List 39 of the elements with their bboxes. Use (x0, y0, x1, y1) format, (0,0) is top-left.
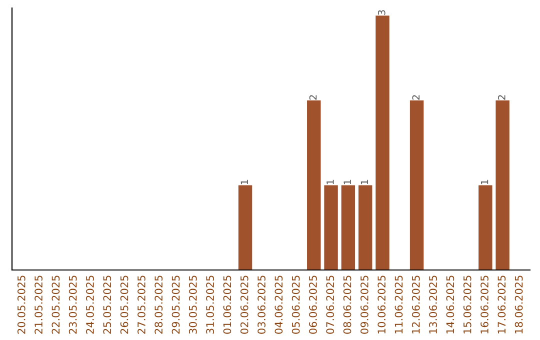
x-tick-label: 17.06.2025 (498, 276, 506, 334)
x-tick-label: 30.05.2025 (188, 276, 197, 334)
x-tick-label: 02.06.2025 (240, 276, 248, 334)
x-tick-label: 16.06.2025 (480, 276, 488, 334)
x-tick-label: 09.06.2025 (360, 276, 368, 334)
x-tick-label: 13.06.2025 (429, 276, 437, 334)
x-tick-label: 31.05.2025 (206, 276, 214, 334)
data-label: 2 (412, 95, 420, 100)
x-tick-label: 25.05.2025 (103, 276, 112, 334)
data-label: 3 (378, 10, 386, 15)
x-tick-label: 20.05.2025 (17, 276, 26, 334)
x-tick-label: 22.05.2025 (52, 276, 60, 334)
x-tick-label: 12.06.2025 (412, 276, 420, 334)
x-tick-label: 24.05.2025 (86, 276, 94, 334)
x-tick-label: 18.06.2025 (514, 276, 523, 334)
data-label: 1 (240, 180, 248, 184)
x-tick-label: 21.05.2025 (34, 276, 42, 334)
data-label: 1 (360, 180, 368, 184)
x-tick-label: 27.05.2025 (138, 276, 146, 334)
x-tick-label: 07.06.2025 (326, 276, 334, 334)
x-tick-label: 28.05.2025 (154, 276, 163, 334)
data-label: 2 (309, 95, 317, 100)
x-tick-label: 01.06.2025 (223, 276, 232, 334)
data-label: 1 (326, 180, 334, 184)
x-tick-label: 26.05.2025 (120, 276, 128, 334)
x-tick-label: 11.06.2025 (394, 276, 403, 334)
x-tick-label: 04.06.2025 (274, 276, 283, 334)
x-tick-label: 06.06.2025 (309, 276, 317, 334)
x-tick-label: 05.06.2025 (292, 276, 300, 334)
x-tick-label: 15.06.2025 (463, 276, 472, 334)
x-tick-label: 29.05.2025 (172, 276, 180, 334)
x-tick-label: 23.05.2025 (68, 276, 77, 334)
x-tick-label: 08.06.2025 (343, 276, 352, 334)
data-label: 1 (344, 180, 351, 184)
data-label: 2 (498, 95, 506, 100)
x-tick-label: 14.06.2025 (446, 276, 454, 334)
data-label: 1 (481, 180, 488, 184)
x-tick-label: 03.06.2025 (258, 276, 266, 334)
x-tick-label: 10.06.2025 (378, 276, 386, 334)
